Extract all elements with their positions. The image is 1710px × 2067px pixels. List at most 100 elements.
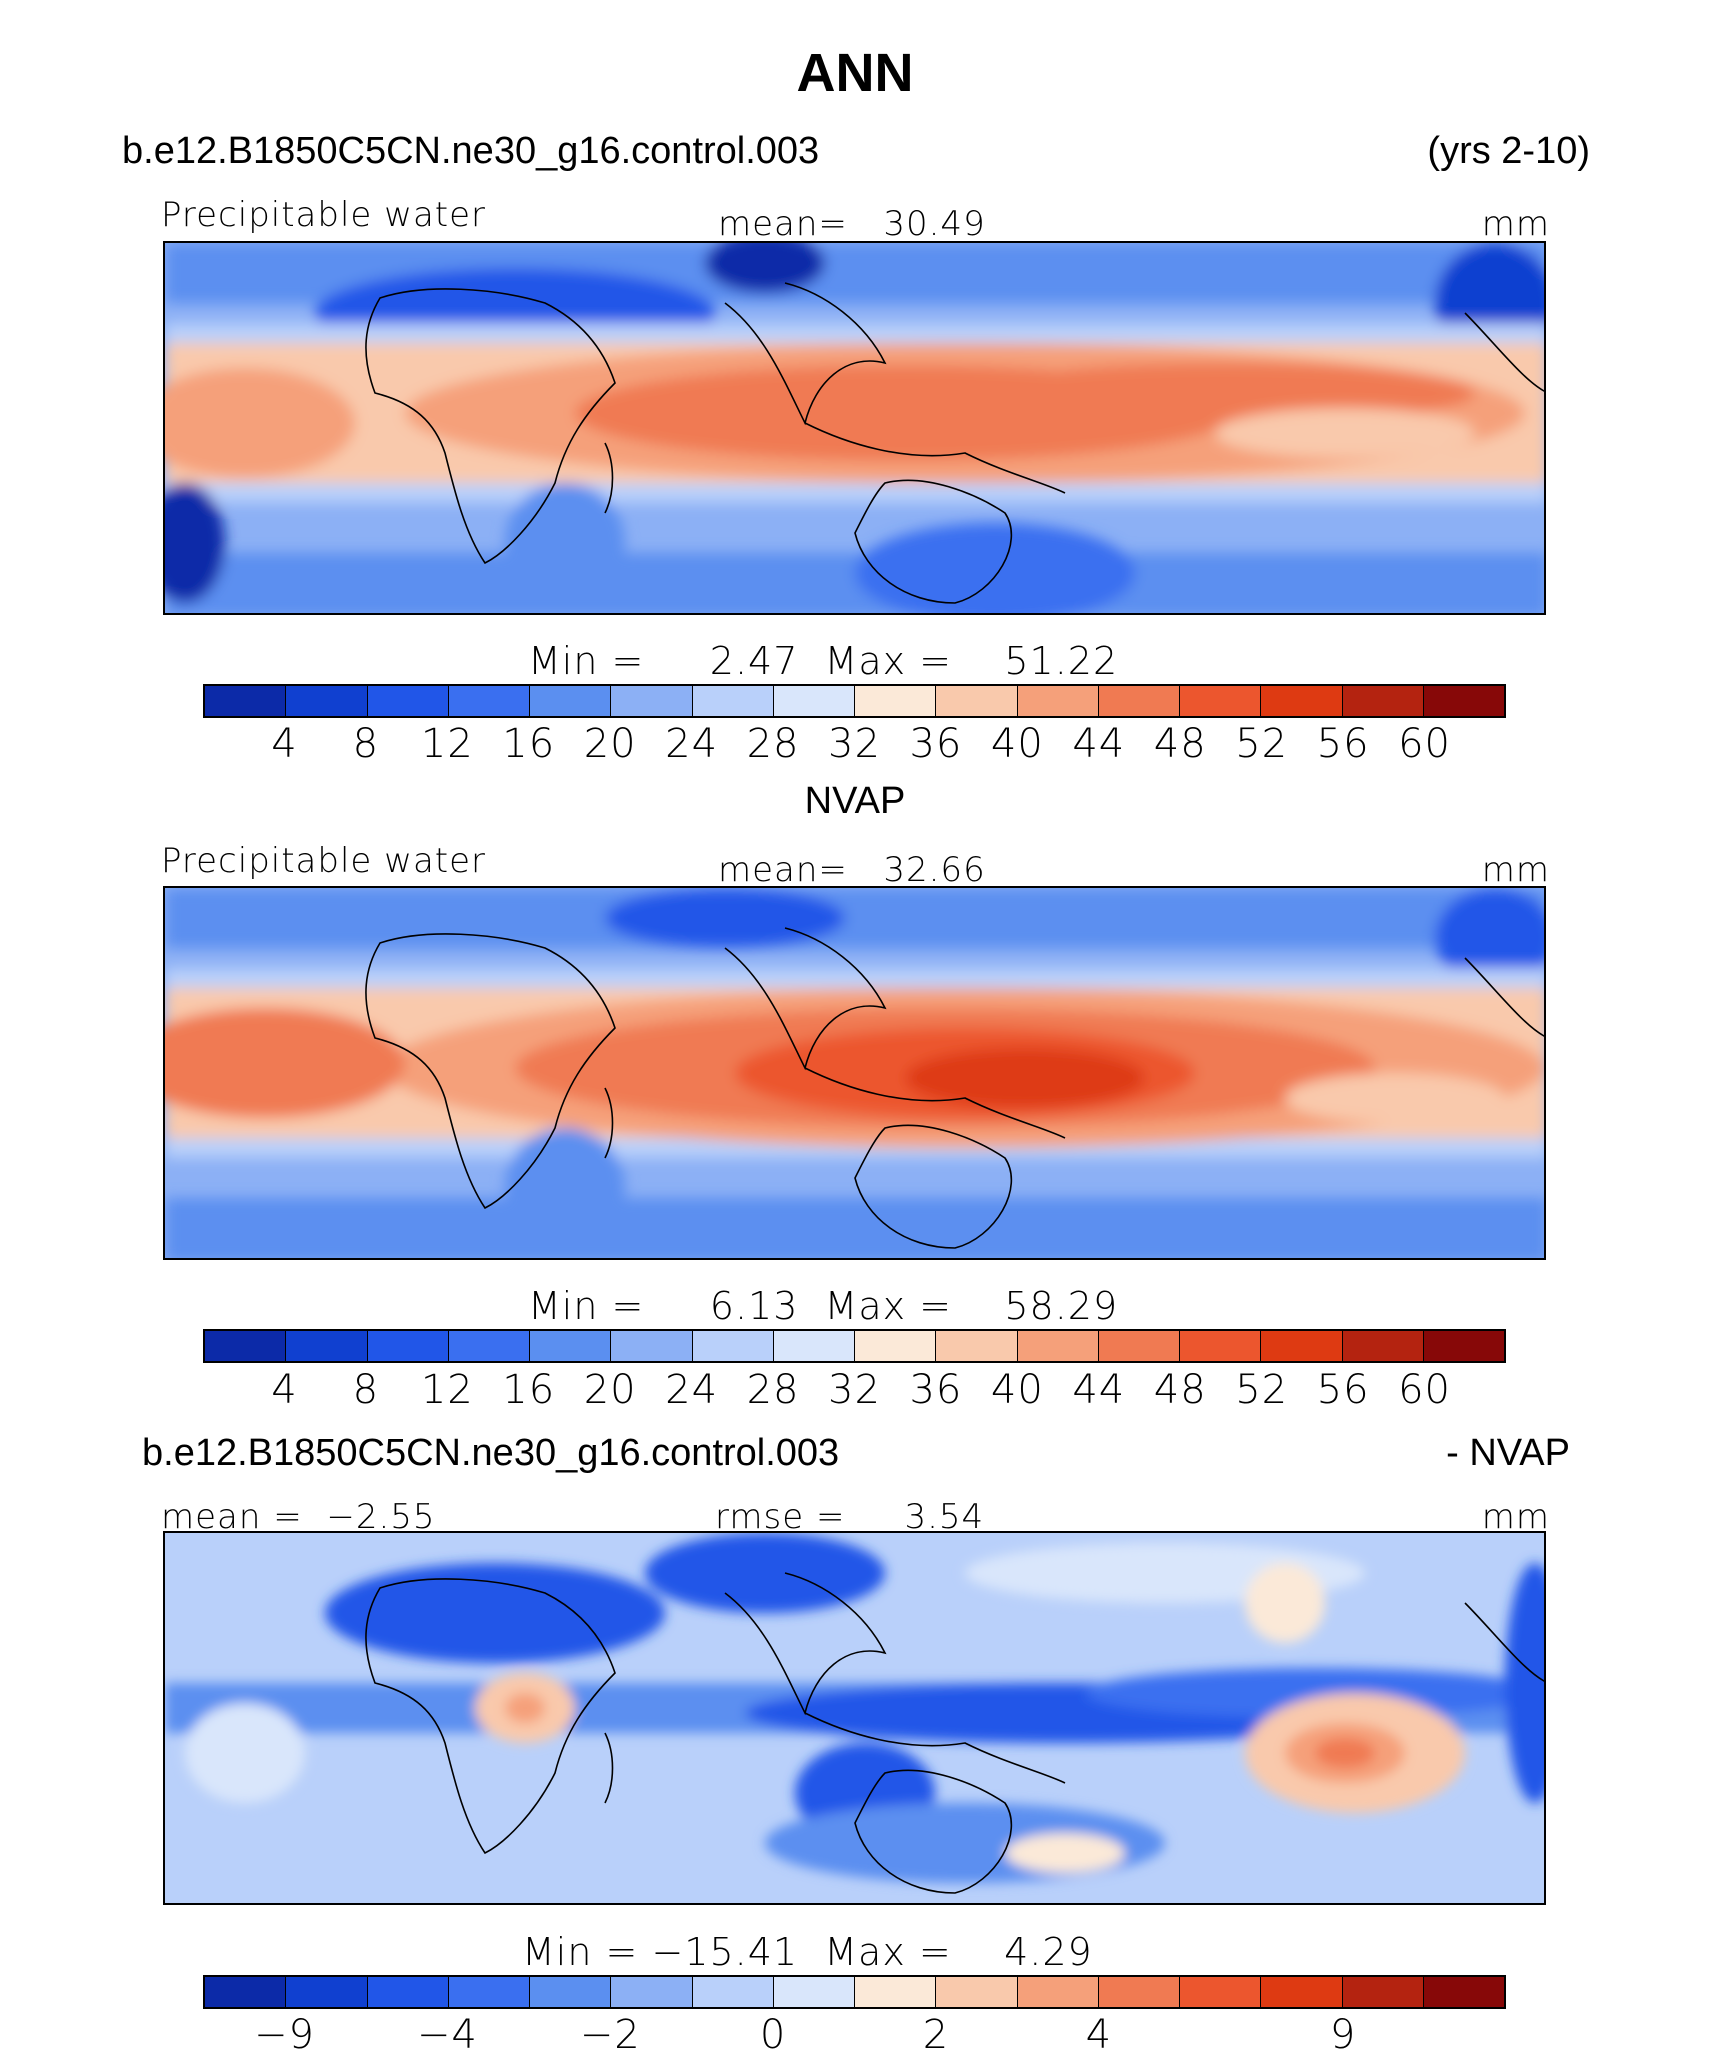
panel2-map	[163, 886, 1546, 1260]
panel3-min-max: Min = −15.41 Max = 4.29	[522, 1930, 1093, 1974]
colorbar-box	[692, 1977, 774, 2007]
panel1-max-value: 51.22	[1004, 639, 1119, 683]
colorbar-box	[1017, 1977, 1099, 2007]
panel3-map	[163, 1531, 1546, 1905]
colorbar-tick-label: 12	[420, 721, 474, 767]
colorbar-box	[1342, 1331, 1424, 1361]
panel1-colorbar	[203, 684, 1506, 718]
panel3-units-label: mm	[1481, 1497, 1550, 1537]
colorbar-box	[1423, 1977, 1504, 2007]
colorbar-box	[936, 1977, 1018, 2007]
panel3-case-name: b.e12.B1850C5CN.ne30_g16.control.003	[142, 1432, 840, 1474]
colorbar-box	[611, 1331, 693, 1361]
colorbar-box	[773, 686, 855, 716]
colorbar-tick-label: 16	[502, 1367, 556, 1413]
colorbar-box	[205, 1331, 287, 1361]
colorbar-box	[448, 1977, 530, 2007]
case-name-title: b.e12.B1850C5CN.ne30_g16.control.003	[122, 130, 820, 172]
colorbar-tick-label: 28	[746, 721, 800, 767]
colorbar-box	[936, 1331, 1018, 1361]
colorbar-box	[1017, 686, 1099, 716]
colorbar-box	[692, 1331, 774, 1361]
colorbar-tick-label: 4	[271, 1367, 298, 1413]
colorbar-box	[448, 1331, 530, 1361]
colorbar-tick-label: 24	[665, 721, 719, 767]
panel3-mean-value: −2.55	[326, 1497, 436, 1537]
panel3-mean-label: mean = −2.55	[161, 1497, 436, 1537]
colorbar-box	[1098, 686, 1180, 716]
colorbar-box	[367, 1977, 449, 2007]
colorbar-box	[1261, 686, 1343, 716]
panel2-map-svg	[165, 888, 1544, 1258]
main-title: ANN	[796, 43, 914, 103]
colorbar-box	[773, 1977, 855, 2007]
colorbar-tick-label: 20	[583, 1367, 637, 1413]
panel1-mean-value: 30.49	[883, 204, 986, 244]
panel2-variable-label: Precipitable water	[161, 841, 487, 881]
colorbar-tick-label: 36	[909, 721, 963, 767]
colorbar-tick-label: 48	[1153, 721, 1207, 767]
colorbar-tick-label: −2	[579, 2012, 641, 2058]
colorbar-box	[692, 686, 774, 716]
panel2-coastlines	[365, 927, 1544, 1249]
panel3-colorbar-ticks: −9 −4 −2 0 2 4 9	[0, 2012, 1710, 2062]
panel1-mean-label: mean= 30.49	[718, 204, 986, 244]
panel3-suffix: - NVAP	[1446, 1432, 1570, 1474]
colorbar-tick-label: 44	[1072, 721, 1126, 767]
panel1-map-svg	[165, 243, 1544, 613]
colorbar-box	[530, 686, 612, 716]
colorbar-tick-label: 4	[1085, 2012, 1113, 2058]
panel3-coastlines	[365, 1572, 1544, 1894]
colorbar-tick-label: 12	[420, 1367, 474, 1413]
panel1-variable-label: Precipitable water	[161, 195, 487, 235]
colorbar-tick-label: 20	[583, 721, 637, 767]
colorbar-box	[1261, 1331, 1343, 1361]
colorbar-tick-label: 52	[1235, 721, 1289, 767]
colorbar-tick-label: 40	[990, 721, 1044, 767]
panel2-min-value: 6.13	[709, 1284, 799, 1328]
colorbar-tick-label: 56	[1316, 721, 1370, 767]
colorbar-box	[205, 1977, 287, 2007]
panel1-map	[163, 241, 1546, 615]
panel2-units-label: mm	[1481, 850, 1550, 890]
colorbar-tick-label: 48	[1153, 1367, 1207, 1413]
panel1-min-value: 2.47	[709, 639, 799, 683]
colorbar-tick-label: −4	[416, 2012, 478, 2058]
colorbar-tick-label: 16	[502, 721, 556, 767]
colorbar-box	[286, 686, 368, 716]
panel1-min-max: Min = 2.47 Max = 51.22	[528, 639, 1119, 683]
panel2-colorbar	[203, 1329, 1506, 1363]
colorbar-box	[611, 686, 693, 716]
panel3-rmse-value: 3.54	[904, 1497, 985, 1537]
colorbar-box	[1180, 686, 1262, 716]
colorbar-tick-label: 32	[828, 1367, 881, 1413]
colorbar-box	[1342, 1977, 1424, 2007]
colorbar-box	[855, 1977, 937, 2007]
colorbar-tick-label: 9	[1329, 2012, 1357, 2058]
colorbar-box	[530, 1977, 612, 2007]
panel1-coastlines	[365, 282, 1544, 604]
colorbar-box	[1098, 1977, 1180, 2007]
colorbar-tick-label: 60	[1398, 721, 1452, 767]
colorbar-box	[611, 1977, 693, 2007]
panel3-map-svg	[165, 1533, 1544, 1903]
colorbar-box	[367, 686, 449, 716]
colorbar-tick-label: 40	[990, 1367, 1044, 1413]
colorbar-tick-label: 56	[1316, 1367, 1370, 1413]
colorbar-box	[1180, 1977, 1262, 2007]
colorbar-box	[1261, 1977, 1343, 2007]
panel2-mean-value: 32.66	[883, 850, 986, 890]
colorbar-tick-label: 44	[1072, 1367, 1126, 1413]
panel1-units-label: mm	[1481, 204, 1550, 244]
panel3-max-value: 4.29	[1004, 1930, 1093, 1974]
colorbar-box	[367, 1331, 449, 1361]
colorbar-box	[855, 686, 937, 716]
colorbar-tick-label: 52	[1235, 1367, 1289, 1413]
colorbar-tick-label: 24	[665, 1367, 719, 1413]
colorbar-tick-label: 8	[352, 721, 380, 767]
colorbar-box	[530, 1331, 612, 1361]
colorbar-tick-label: 60	[1398, 1367, 1452, 1413]
colorbar-box	[286, 1977, 368, 2007]
years-label: (yrs 2-10)	[1427, 130, 1590, 172]
colorbar-box	[773, 1331, 855, 1361]
